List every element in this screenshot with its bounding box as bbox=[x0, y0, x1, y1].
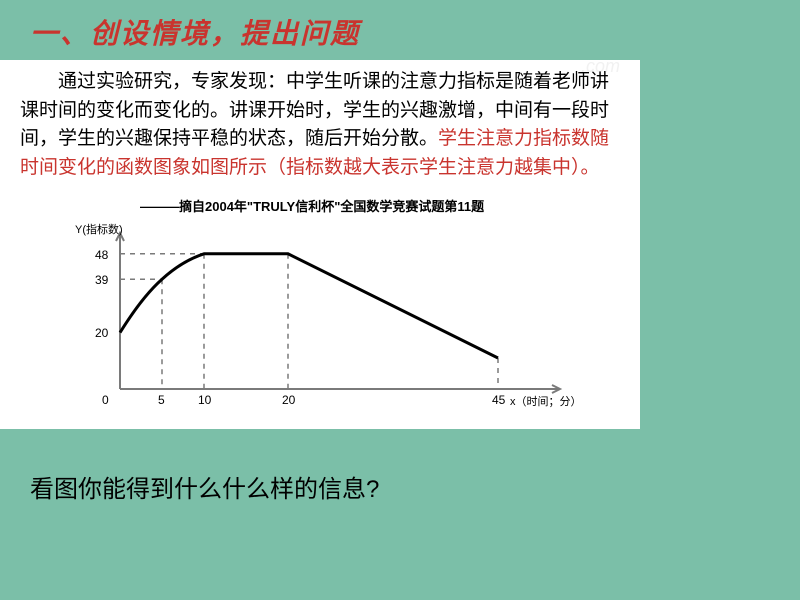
source-citation: ———摘自2004年"TRULY信利杯"全国数学竞赛试题第11题 bbox=[140, 196, 620, 215]
svg-text:45: 45 bbox=[492, 393, 506, 407]
dash-lines bbox=[120, 254, 498, 389]
svg-text:5: 5 bbox=[158, 393, 165, 407]
chart-labels: Y(指标数) x（时间；分） bbox=[75, 222, 582, 408]
header-title: 一、创设情境，提出问题 bbox=[30, 18, 360, 49]
x-axis-label: x（时间；分） bbox=[510, 395, 582, 408]
svg-text:20: 20 bbox=[95, 326, 109, 340]
svg-text:20: 20 bbox=[282, 393, 296, 407]
question-text: 看图你能得到什么什么样的信息? bbox=[30, 476, 379, 503]
y-axis-label: Y(指标数) bbox=[75, 222, 123, 236]
problem-paragraph: 通过实验研究，专家发现：中学生听课的注意力指标是随着老师讲课时间的变化而变化的。… bbox=[20, 68, 620, 182]
y-ticks: 48 39 20 0 bbox=[95, 248, 109, 407]
chart-container: Y(指标数) x（时间；分） 48 39 20 0 5 10 20 45 bbox=[70, 219, 620, 419]
curve bbox=[120, 254, 498, 358]
content-panel: .com 通过实验研究，专家发现：中学生听课的注意力指标是随着老师讲课时间的变化… bbox=[0, 60, 640, 429]
x-ticks: 5 10 20 45 bbox=[158, 393, 506, 407]
svg-text:10: 10 bbox=[198, 393, 212, 407]
attention-chart: Y(指标数) x（时间；分） 48 39 20 0 5 10 20 45 bbox=[70, 219, 590, 419]
bottom-question: 看图你能得到什么什么样的信息? bbox=[0, 429, 800, 504]
section-header: 一、创设情境，提出问题 bbox=[0, 0, 800, 60]
chart-axes bbox=[116, 233, 560, 393]
watermark: .com bbox=[581, 56, 620, 77]
svg-text:48: 48 bbox=[95, 248, 109, 262]
svg-text:39: 39 bbox=[95, 273, 109, 287]
svg-text:0: 0 bbox=[102, 393, 109, 407]
